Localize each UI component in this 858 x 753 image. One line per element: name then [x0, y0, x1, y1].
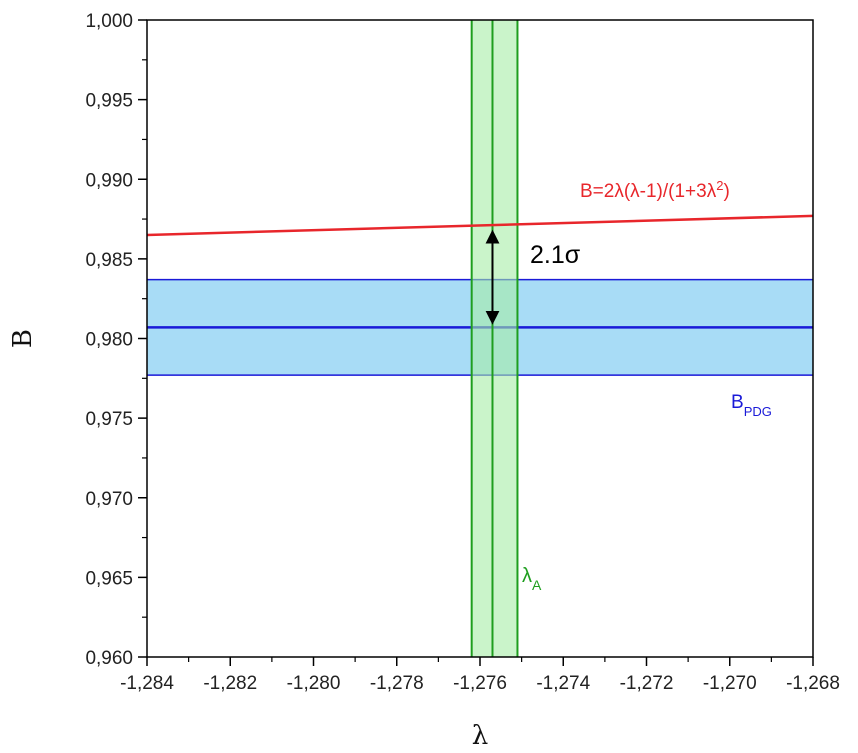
b-pdg-label-subscript: PDG — [744, 404, 772, 419]
lambda-a-band-fill — [471, 20, 518, 657]
x-axis-title: λ — [472, 721, 488, 751]
lambda-a-label: λA — [522, 565, 542, 593]
formula-label-main: B=2λ(λ-1)/(1+3λ — [580, 181, 717, 202]
x-tick-label: -1,272 — [620, 673, 674, 694]
y-axis-title: B — [8, 329, 38, 348]
x-tick-label: -1,278 — [370, 673, 424, 694]
y-tick-label: 1,000 — [85, 11, 133, 32]
x-tick-label: -1,276 — [453, 673, 507, 694]
y-tick-label: 0,990 — [85, 170, 133, 191]
y-tick-label: 0,995 — [85, 91, 133, 112]
lambda-a-label-subscript: A — [532, 577, 542, 593]
lambda-a-label-main: λ — [522, 565, 532, 587]
y-tick-label: 0,975 — [85, 409, 133, 430]
sigma-annotation: 2.1σ — [530, 241, 581, 269]
x-tick-label: -1,274 — [536, 673, 590, 694]
y-tick-label: 0,960 — [85, 648, 133, 669]
x-tick-label: -1,270 — [703, 673, 757, 694]
formula-label-superscript: 2 — [716, 178, 723, 193]
y-tick-label: 0,980 — [85, 330, 133, 351]
formula-label: B=2λ(λ-1)/(1+3λ2) — [580, 178, 730, 203]
y-tick-label: 0,965 — [85, 568, 133, 589]
x-tick-label: -1,280 — [287, 673, 341, 694]
y-tick-label: 0,985 — [85, 250, 133, 271]
x-tick-label: -1,268 — [786, 673, 840, 694]
formula-label-end: ) — [723, 181, 729, 202]
x-tick-label: -1,282 — [203, 673, 257, 694]
b-pdg-label: BPDG — [731, 392, 772, 419]
theory-line-0 — [146, 214, 814, 237]
x-tick-label: -1,284 — [120, 673, 174, 694]
y-tick-label: 0,970 — [85, 489, 133, 510]
b-pdg-label-main: B — [731, 392, 744, 413]
